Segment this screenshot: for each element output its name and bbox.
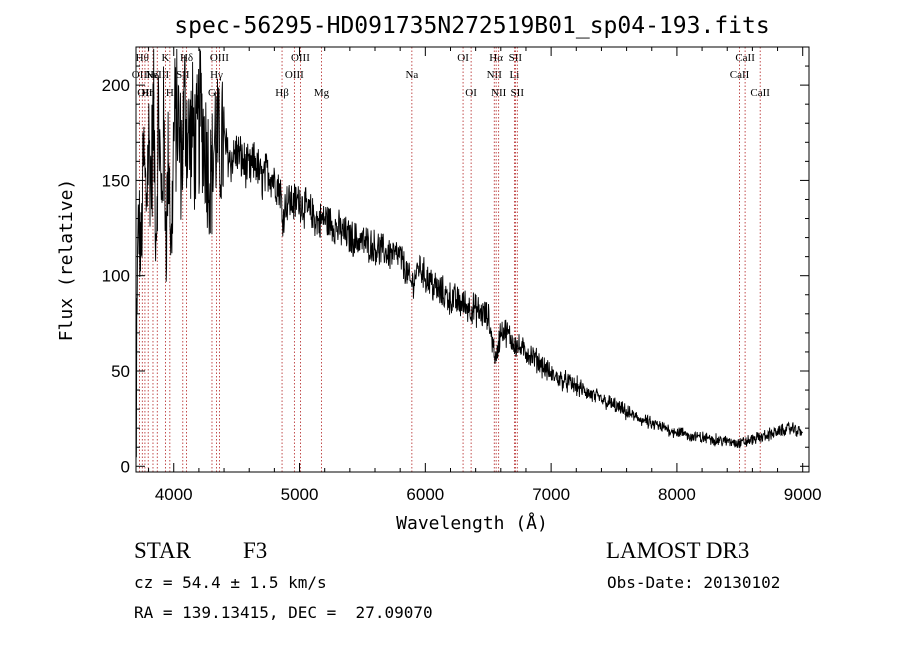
marker-label-16: Mg (314, 87, 330, 99)
y-axis-label: Flux (relative) (56, 179, 77, 342)
marker-label-15: OIII (291, 52, 310, 64)
marker-label-17: Na (405, 69, 418, 81)
y-tick-label-150: 150 (102, 171, 130, 190)
x-tick-label-5000: 5000 (281, 485, 319, 504)
marker-label-28: CaII (750, 87, 770, 99)
marker-label-8: SII (176, 69, 190, 81)
x-axis-label: Wavelength (Å) (396, 512, 548, 534)
marker-label-26: CaII (730, 69, 750, 81)
marker-label-1: Hθ (136, 52, 149, 64)
x-axis: 4000 5000 6000 7000 8000 9000 (148, 47, 822, 504)
marker-label-27: CaII (735, 52, 755, 64)
y-tick-label-0: 0 (121, 457, 130, 476)
spectrum-chart: spec-56295-HD091735N272519B01_sp04-193.f… (56, 13, 822, 534)
object-subclass: F3 (243, 538, 268, 563)
marker-label-7: H (166, 87, 174, 99)
y-tick-label-200: 200 (102, 76, 130, 95)
spectrum-series (135, 48, 803, 458)
marker-label-25: SII (511, 87, 525, 99)
x-tick-label-8000: 8000 (658, 485, 696, 504)
spectral-line-markers: OIIHθOIIHηHζNeIIIKHSIIHδGHγOIIIHβOIIIOII… (132, 47, 770, 472)
survey-label: LAMOST DR3 (606, 538, 750, 563)
marker-label-9: Hδ (180, 52, 193, 64)
marker-label-5: NeIII (145, 69, 169, 81)
marker-label-12: OIII (210, 52, 229, 64)
marker-label-23: Li (509, 69, 519, 81)
marker-label-2: OII (137, 87, 153, 99)
marker-label-14: OIII (285, 69, 304, 81)
observation-date: Obs-Date: 20130102 (607, 573, 781, 592)
x-tick-label-9000: 9000 (784, 485, 822, 504)
x-tick-label-7000: 7000 (532, 485, 570, 504)
marker-label-21: Hα (489, 52, 503, 64)
y-tick-label-50: 50 (111, 362, 130, 381)
chart-title: spec-56295-HD091735N272519B01_sp04-193.f… (174, 13, 769, 39)
marker-label-20: NII (487, 69, 503, 81)
y-tick-label-100: 100 (102, 267, 130, 286)
marker-label-19: OI (465, 87, 477, 99)
marker-label-10: G (208, 87, 216, 99)
marker-label-11: Hγ (210, 69, 223, 81)
marker-label-24: SII (509, 52, 523, 64)
marker-label-3: Hη (141, 87, 155, 99)
marker-label-6: K (161, 52, 169, 64)
marker-label-22: NII (491, 87, 507, 99)
coordinates: RA = 139.13415, DEC = 27.09070 (134, 603, 433, 622)
x-tick-label-4000: 4000 (155, 485, 193, 504)
y-axis: 0 50 100 150 200 (102, 65, 809, 476)
object-class: STAR (134, 538, 191, 563)
redshift-value: cz = 54.4 ± 1.5 km/s (134, 573, 327, 592)
plot-frame (135, 46, 810, 473)
marker-label-18: OI (457, 52, 469, 64)
spectrum-line (135, 48, 803, 458)
x-tick-label-6000: 6000 (406, 485, 444, 504)
marker-label-13: Hβ (275, 87, 289, 99)
